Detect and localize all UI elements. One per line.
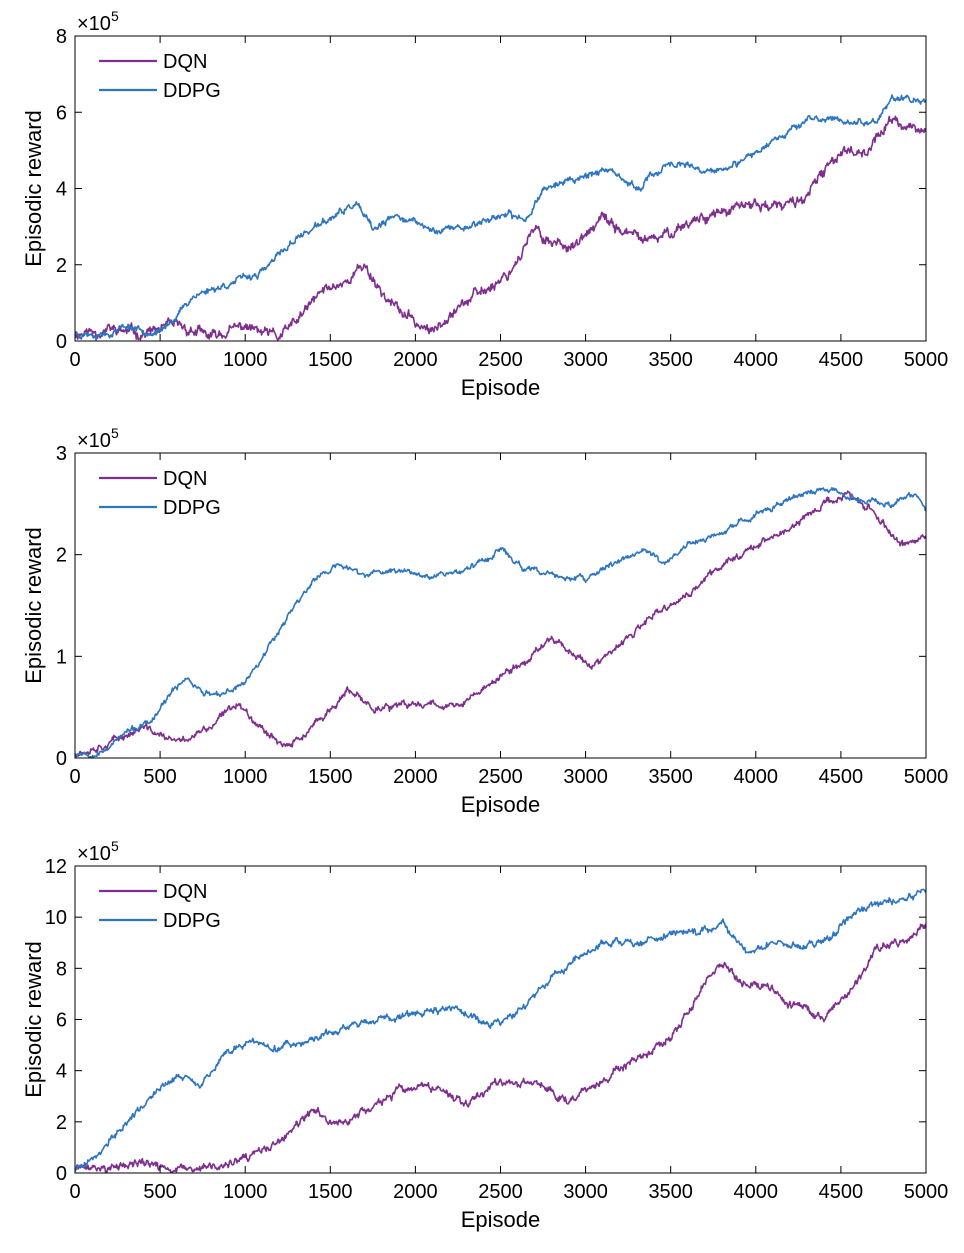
x-tick-label: 4000 [734,349,779,371]
y-tick-label: 8 [56,958,67,980]
series-line-dqn [75,490,926,758]
x-tick-label: 4000 [734,766,779,788]
chart-panel-3: 0 500 1000 1500 2000 2500 3000 3500 4000 4500 5000… [21,838,948,1232]
x-tick-label: 3500 [648,349,693,371]
x-tick-label: 2000 [393,766,438,788]
series-line-ddpg [75,888,926,1172]
y-multiplier: ×105 [77,8,119,35]
x-axis-label: Episode [461,1207,541,1232]
x-tick-label: 2000 [393,1181,438,1203]
x-tick-label: 4500 [819,766,864,788]
legend-label-dqn: DQN [163,468,207,490]
series-line-dqn [75,923,926,1173]
x-tick-label: 3500 [648,1181,693,1203]
x-tick-label: 1500 [308,766,353,788]
x-tick-label: 5000 [904,349,949,371]
x-tick-label: 500 [143,349,176,371]
y-axis-label: Episodic reward [21,941,46,1098]
x-tick-label: 4000 [734,1181,779,1203]
x-tick-label: 3500 [648,766,693,788]
y-tick-label: 2 [56,545,67,567]
y-tick-label: 10 [45,907,67,929]
x-tick-label: 5000 [904,1181,949,1203]
x-tick-label: 500 [143,766,176,788]
y-tick-label: 1 [56,646,67,668]
x-tick-label: 0 [69,349,80,371]
y-tick-label: 4 [56,1061,67,1083]
y-tick-label: 12 [45,856,67,878]
legend-label-ddpg: DDPG [163,497,221,519]
series-line-ddpg [75,94,926,341]
y-multiplier: ×105 [77,838,119,865]
x-tick-label: 1500 [308,349,353,371]
y-tick-label: 6 [56,102,67,124]
y-tick-label: 2 [56,255,67,277]
x-tick-label: 4500 [819,1181,864,1203]
x-tick-label: 5000 [904,766,949,788]
y-multiplier: ×105 [77,425,119,452]
x-tick-label: 3000 [563,766,608,788]
y-tick-label: 0 [56,1163,67,1185]
x-tick-label: 1000 [223,1181,268,1203]
x-tick-label: 2000 [393,349,438,371]
x-tick-label: 2500 [478,349,523,371]
y-tick-label: 4 [56,179,67,201]
y-tick-label: 3 [56,443,67,465]
y-tick-label: 8 [56,26,67,48]
legend-label-ddpg: DDPG [163,910,221,932]
x-tick-label: 2500 [478,1181,523,1203]
chart-panel-2: 0 500 1000 1500 2000 2500 3000 3500 4000 4500 5000… [21,425,948,817]
x-tick-label: 3000 [563,349,608,371]
x-tick-label: 500 [143,1181,176,1203]
legend-label-dqn: DQN [163,881,207,903]
y-tick-label: 0 [56,748,67,770]
x-axis-label: Episode [461,375,541,400]
x-tick-label: 1500 [308,1181,353,1203]
x-tick-label: 0 [69,766,80,788]
x-tick-label: 2500 [478,766,523,788]
x-tick-label: 4500 [819,349,864,371]
y-tick-label: 6 [56,1010,67,1032]
x-tick-label: 3000 [563,1181,608,1203]
x-axis-label: Episode [461,792,541,817]
legend-label-ddpg: DDPG [163,80,221,102]
y-axis-label: Episodic reward [21,527,46,684]
y-tick-label: 2 [56,1112,67,1134]
chart-panel-1: 0 500 1000 1500 2000 2500 3000 3500 4000 4500 5000… [21,8,948,400]
series-line-ddpg [75,486,926,758]
x-tick-label: 1000 [223,349,268,371]
legend-label-dqn: DQN [163,51,207,73]
y-axis-label: Episodic reward [21,110,46,267]
series-line-dqn [75,115,926,341]
x-tick-label: 0 [69,1181,80,1203]
y-tick-label: 0 [56,331,67,353]
x-tick-label: 1000 [223,766,268,788]
